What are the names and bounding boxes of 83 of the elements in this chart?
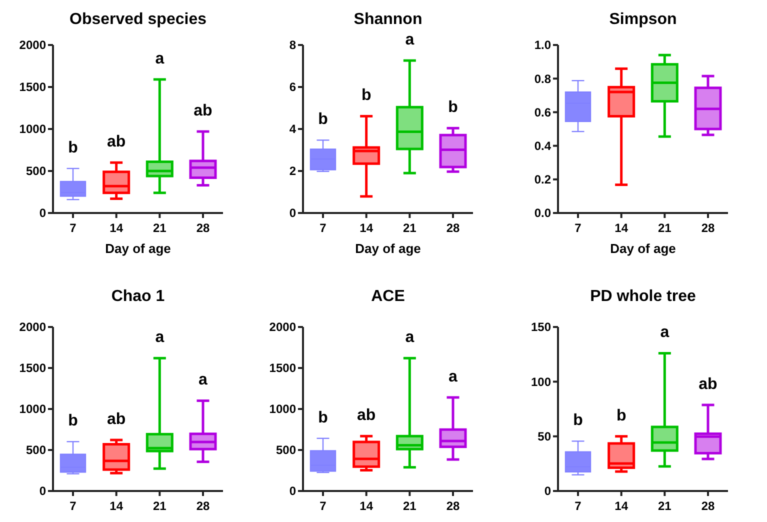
annotation: a [155,329,164,346]
y-tick-label: 8 [289,38,296,52]
x-tick-label: 21 [402,499,417,513]
y-tick-label: 1500 [19,361,46,376]
annotation: b [361,87,372,104]
annotation: a [198,372,208,389]
annotation: a [405,329,414,346]
y-tick-label: 0 [289,484,296,498]
y-tick-label: 0 [39,206,46,220]
annotation: ab [194,102,213,120]
annotation: b [448,99,458,116]
annotation: b [318,111,328,128]
x-tick-label: 28 [701,499,715,513]
chart-title: Chao 1 [111,288,165,305]
x-tick-label: 21 [402,221,417,235]
x-tick-label: 7 [574,499,582,513]
annotation: b [616,407,626,424]
x-axis-title: Day of age [355,241,421,256]
y-tick-label: 2 [289,164,296,178]
y-tick-label: 2000 [19,38,46,52]
y-tick-label: 0.4 [534,139,552,153]
x-tick-label: 14 [614,499,628,513]
y-tick-label: 150 [530,320,552,334]
x-tick-label: 14 [110,221,124,235]
x-tick-label: 7 [574,221,582,235]
y-tick-label: 1000 [269,402,296,416]
x-tick-label: 21 [658,221,672,235]
x-tick-label: 28 [446,221,460,235]
annotation: ab [106,410,126,428]
x-tick-label: 21 [658,499,672,513]
y-tick-label: 100 [530,374,552,389]
y-tick-label: 1000 [19,122,46,136]
x-axis-title: Day of age [105,241,171,256]
y-tick-label: 1000 [19,402,46,416]
chart-title: PD whole tree [590,288,696,305]
y-tick-label: 4 [289,122,296,136]
x-tick-label: 28 [196,499,210,513]
x-axis-title: Day of age [610,241,676,256]
chart-title: Observed species [70,11,207,28]
annotation: ab [698,376,718,393]
x-tick-label: 14 [360,221,374,235]
y-tick-label: 6 [289,80,296,94]
x-tick-label: 7 [320,221,327,235]
annotation: a [155,50,164,68]
y-tick-label: 2000 [269,320,296,334]
y-tick-label: 0 [544,484,552,498]
y-tick-label: 50 [538,430,552,444]
y-tick-label: 500 [26,164,46,178]
y-tick-label: 500 [276,443,296,458]
x-tick-label: 7 [320,499,327,513]
annotation: a [660,324,670,342]
annotation: b [318,409,328,426]
annotation: a [405,32,414,49]
annotation: ab [356,407,376,424]
y-tick-label: 0 [289,206,296,220]
y-tick-label: 0.2 [534,172,552,187]
x-tick-label: 14 [110,499,124,513]
x-tick-label: 28 [196,221,210,235]
x-tick-label: 14 [614,221,628,235]
y-tick-label: 1500 [269,361,296,376]
annotation: b [68,412,78,430]
x-tick-label: 14 [360,499,374,513]
y-tick-label: 1500 [19,80,46,94]
x-tick-label: 7 [70,499,77,513]
chart-title: Simpson [609,11,677,28]
y-tick-label: 0.0 [534,206,552,220]
chart-title: ACE [371,288,406,305]
y-tick-label: 1.0 [534,38,552,52]
x-tick-label: 21 [152,221,167,235]
x-tick-label: 28 [446,499,460,513]
y-tick-label: 0 [39,484,46,498]
annotation: b [573,412,584,430]
y-tick-label: 0.6 [534,105,552,120]
annotation: ab [106,134,126,151]
y-tick-label: 2000 [19,320,46,334]
y-tick-label: 0.8 [534,72,552,86]
chart-title: Shannon [354,11,422,28]
x-tick-label: 21 [152,499,167,513]
x-tick-label: 7 [70,221,77,235]
y-tick-label: 500 [26,443,46,458]
annotation: a [448,368,458,386]
annotation: b [68,139,78,156]
x-tick-label: 28 [701,221,715,235]
